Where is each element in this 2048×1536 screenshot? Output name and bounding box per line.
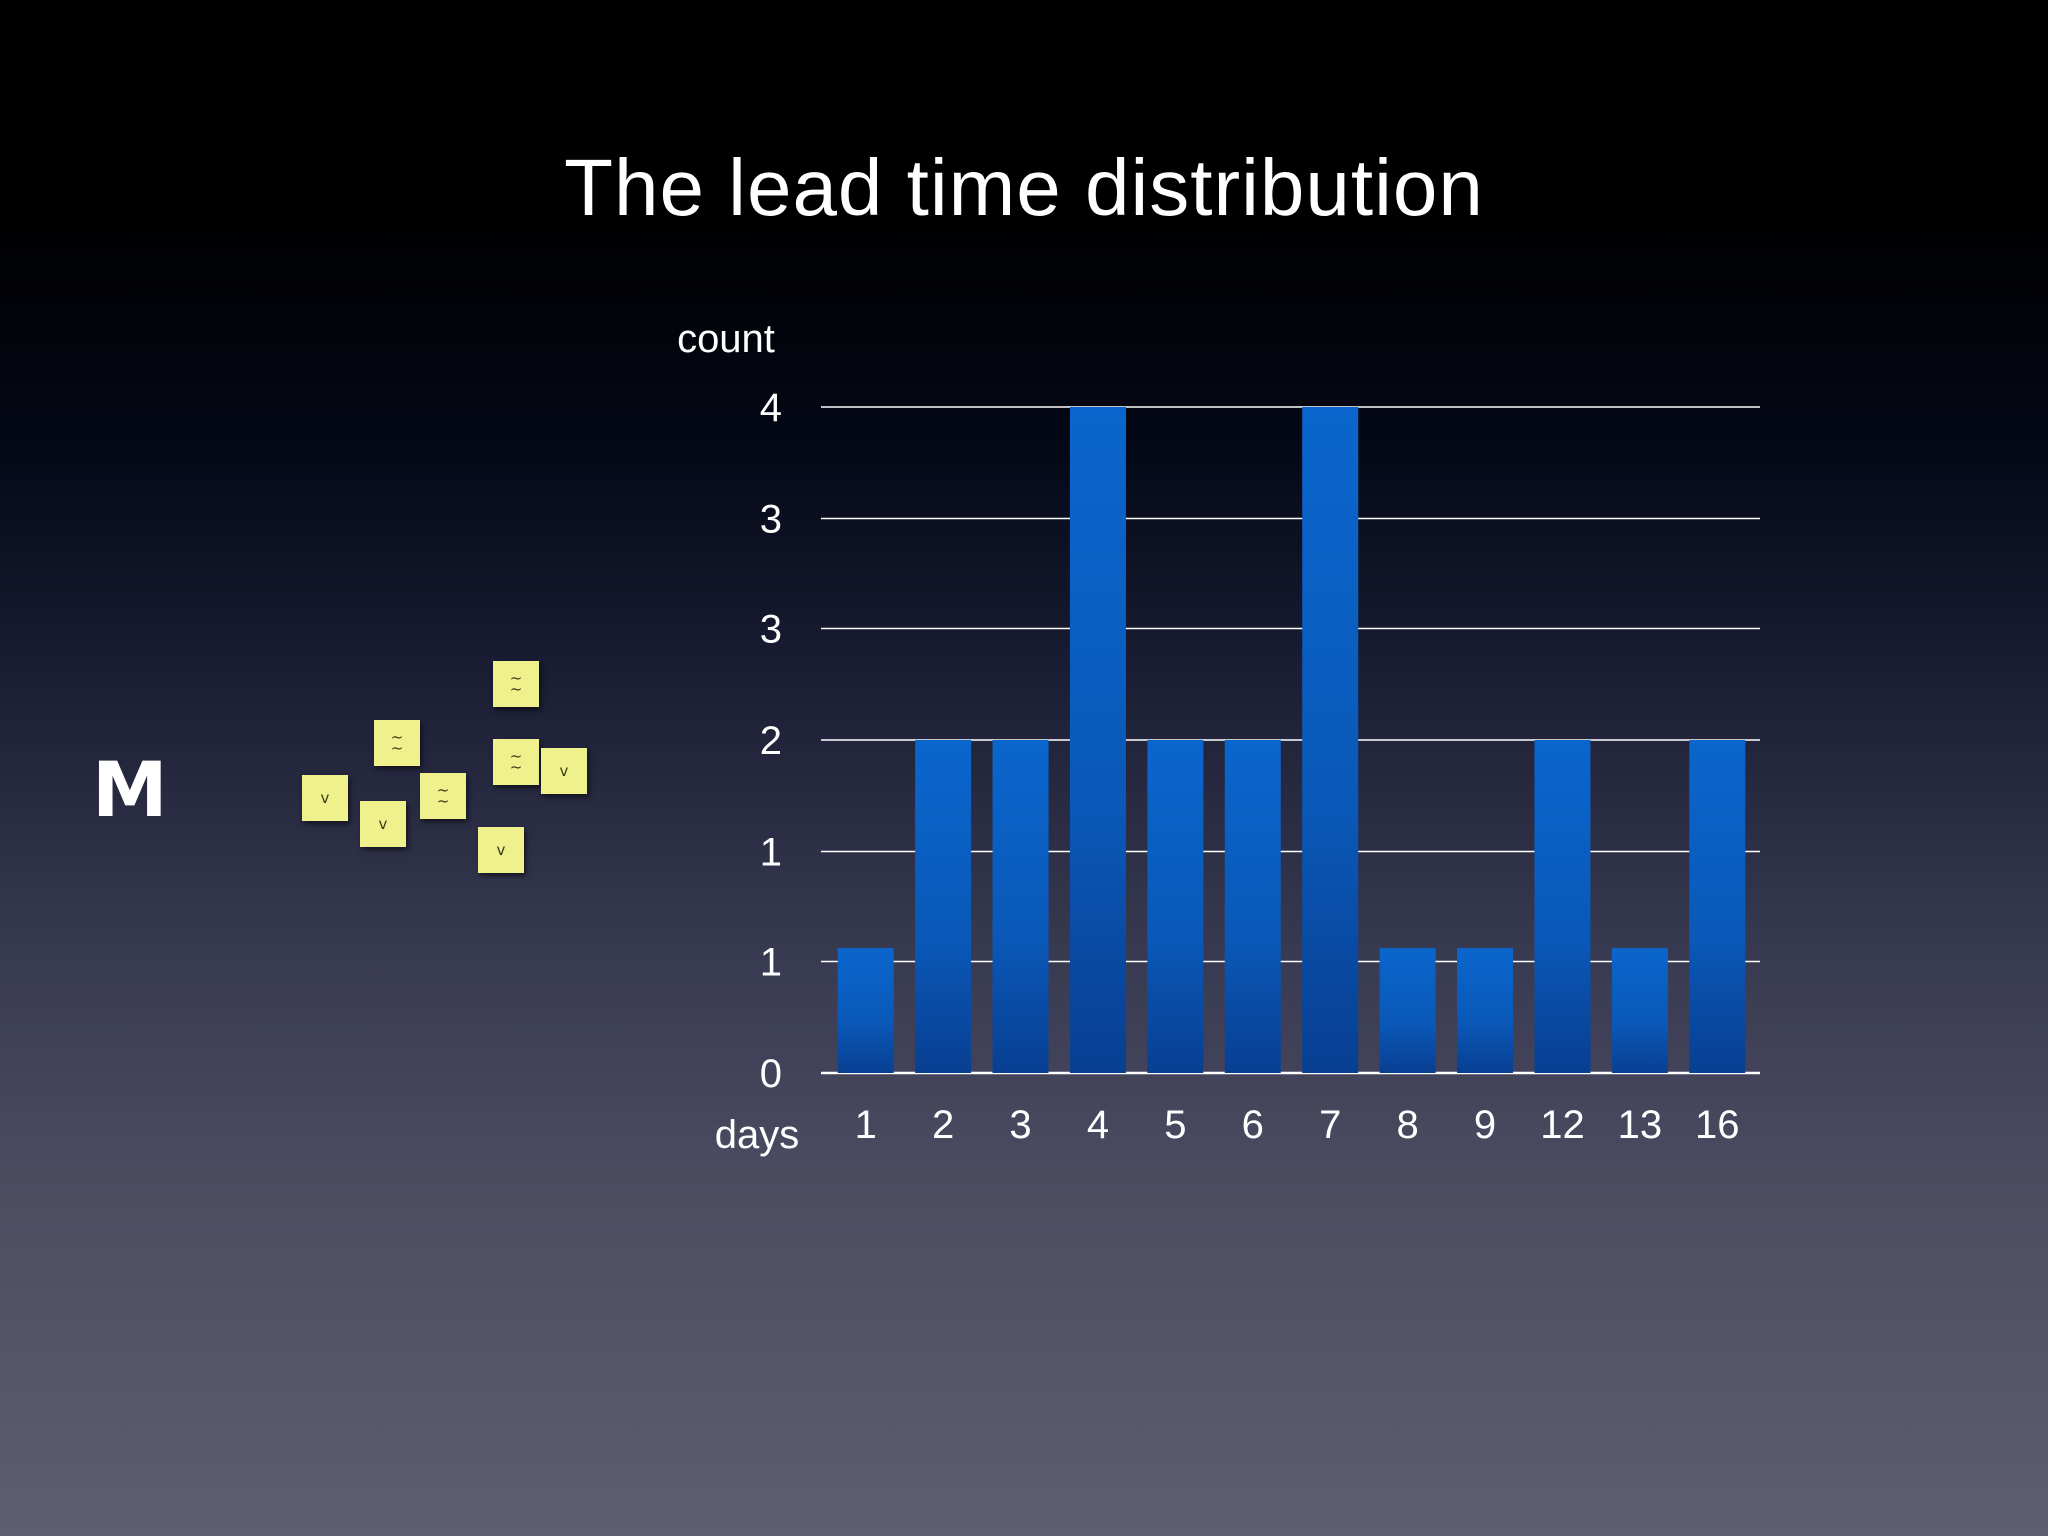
bar	[1611, 948, 1668, 1073]
bar	[992, 740, 1049, 1073]
bar	[1534, 740, 1591, 1073]
sticky-note: v	[360, 801, 406, 847]
bar	[1302, 407, 1359, 1073]
y-tick-label: 3	[760, 607, 782, 651]
bar	[1379, 948, 1436, 1073]
y-tick-label: 3	[760, 498, 782, 542]
bar	[1457, 948, 1514, 1073]
sticky-note: ~ ~	[374, 720, 420, 766]
x-axis-label: days	[715, 1113, 800, 1157]
x-tick-label: 4	[1087, 1103, 1109, 1147]
x-tick-label: 2	[932, 1103, 954, 1147]
bar	[1689, 740, 1746, 1073]
bar	[1147, 740, 1204, 1073]
y-tick-label: 1	[760, 831, 782, 875]
side-letter: M	[92, 745, 168, 834]
y-tick-label: 0	[760, 1052, 782, 1096]
sticky-note: v	[302, 775, 348, 821]
x-tick-label: 6	[1242, 1103, 1264, 1147]
bar	[1224, 740, 1281, 1073]
sticky-note: v	[541, 748, 587, 794]
sticky-note: ~ ~	[420, 773, 466, 819]
x-tick-label: 7	[1319, 1103, 1341, 1147]
y-tick-label: 1	[760, 940, 782, 984]
x-tick-label: 5	[1164, 1103, 1186, 1147]
x-tick-label: 1	[855, 1103, 877, 1147]
bars	[837, 407, 1746, 1073]
bar	[837, 948, 894, 1073]
x-tick-label: 12	[1540, 1103, 1585, 1147]
y-tick-label: 4	[760, 386, 782, 430]
gridlines	[821, 406, 1760, 1075]
sticky-note: ~ ~	[493, 739, 539, 785]
x-tick-label: 8	[1397, 1103, 1419, 1147]
slide-title: The lead time distribution	[564, 143, 1484, 232]
sticky-note: ~ ~	[493, 661, 539, 707]
x-tick-label: 3	[1009, 1103, 1031, 1147]
y-axis-label: count	[677, 317, 775, 361]
x-tick-label: 13	[1618, 1103, 1663, 1147]
y-tick-label: 2	[760, 719, 782, 763]
x-tick-label: 9	[1474, 1103, 1496, 1147]
bar	[915, 740, 972, 1073]
x-tick-label: 16	[1695, 1103, 1740, 1147]
bar	[1069, 407, 1126, 1073]
sticky-note: v	[478, 827, 524, 873]
